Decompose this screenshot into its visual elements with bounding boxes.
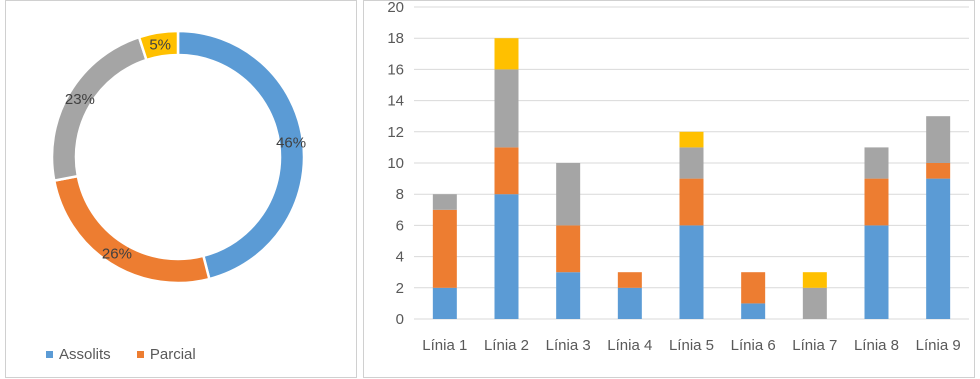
y-tick-label-20: 20 [387,1,404,16]
bar-segment-8-0 [864,225,889,319]
x-tick-label-4: Línia 4 [607,337,652,354]
bar-segment-2-1 [494,147,519,195]
y-tick-label-2: 2 [396,280,404,297]
legend-item-assolits: Assolits [46,346,111,363]
x-tick-label-8: Línia 8 [854,337,899,354]
bar-segment-9-1 [926,163,951,179]
y-tick-label-12: 12 [387,124,404,141]
donut-slice-label-3: 5% [149,36,171,53]
y-tick-label-18: 18 [387,30,404,47]
x-tick-label-2: Línia 2 [484,337,529,354]
bar-segment-3-1 [556,225,581,273]
x-tick-label-6: Línia 6 [731,337,776,354]
legend-label-assolits: Assolits [59,346,111,363]
donut-slice-label-1: 26% [102,245,132,262]
y-tick-label-0: 0 [396,311,404,328]
donut-legend: Assolits Parcial [46,346,218,363]
bar-segment-6-1 [741,272,766,304]
bar-segment-7-2 [802,287,827,319]
donut-slice-label-0: 46% [276,135,306,152]
y-tick-label-16: 16 [387,61,404,78]
y-tick-label-8: 8 [396,186,404,203]
bar-segment-7-3 [802,272,827,288]
y-tick-label-14: 14 [387,93,404,110]
donut-slice-1 [52,174,211,285]
donut-slice-3 [137,29,180,62]
bar-segment-4-0 [617,287,642,319]
x-tick-label-9: Línia 9 [916,337,961,354]
x-tick-label-3: Línia 3 [546,337,591,354]
bar-segment-3-0 [556,272,581,319]
donut-chart-panel: 46% 26% 23% 5% Assolits Parcial [5,0,357,378]
bar-segment-5-3 [679,131,704,148]
x-tick-label-1: Línia 1 [422,337,467,354]
bar-segment-1-1 [432,209,457,288]
bar-segment-2-3 [494,38,519,70]
bar-segment-9-2 [926,116,951,163]
bar-segment-2-0 [494,194,519,319]
bar-segment-5-2 [679,147,704,179]
bar-segment-4-1 [617,272,642,288]
legend-swatch-assolits [46,350,53,358]
y-tick-label-4: 4 [396,249,404,266]
stacked-bar-chart: 0 2 4 6 8 10 12 14 16 18 20 Línia 1 Línia 2 Línia 3 Lí… [387,1,969,354]
legend-label-parcial: Parcial [149,346,196,363]
donut-slice-label-2: 23% [65,91,95,108]
donut-slice-2 [50,35,149,183]
bar-segment-9-0 [926,178,951,319]
bar-segment-2-2 [494,69,519,148]
bar-segment-8-1 [864,178,889,226]
x-tick-label-5: Línia 5 [669,337,714,354]
bar-segment-1-0 [432,287,457,319]
donut-chart: 46% 26% 23% 5% [50,29,306,285]
bar-segment-5-0 [679,225,704,319]
donut-slice-0 [176,29,306,281]
bar-segment-5-1 [679,178,704,226]
y-tick-label-6: 6 [396,217,404,234]
y-tick-label-10: 10 [387,155,404,172]
stacked-bar-chart-panel: 0 2 4 6 8 10 12 14 16 18 20 Línia 1 Línia 2 Línia 3 Lí… [363,0,975,378]
bar-segment-6-0 [741,303,766,319]
bar-segment-1-2 [432,194,457,210]
bar-segment-8-2 [864,147,889,179]
legend-swatch-parcial [136,350,144,358]
bar-segment-3-2 [556,163,581,226]
x-tick-label-7: Línia 7 [792,337,837,354]
legend-item-parcial: Parcial [136,346,196,363]
